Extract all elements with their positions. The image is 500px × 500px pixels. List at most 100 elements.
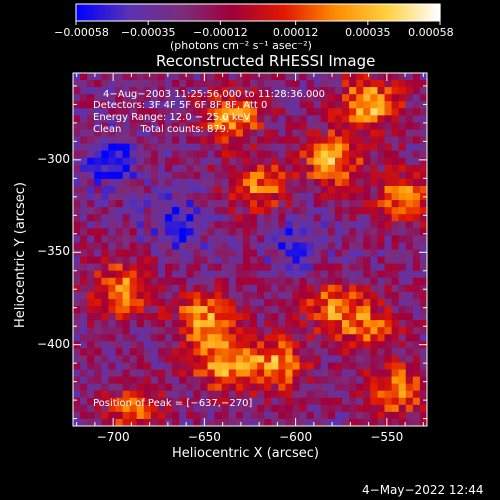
heatmap-cell <box>250 193 258 201</box>
heatmap-cell <box>242 193 251 201</box>
heatmap-cell <box>285 178 293 187</box>
heatmap-cell <box>250 313 258 321</box>
colorbar-segment <box>279 4 283 21</box>
heatmap-cell <box>122 193 131 201</box>
heatmap-cell <box>327 411 336 420</box>
heatmap-cell <box>264 242 272 250</box>
heatmap-cell <box>108 355 116 363</box>
heatmap-cell <box>193 207 201 215</box>
heatmap-cell <box>377 122 386 130</box>
heatmap-cell <box>242 270 251 279</box>
heatmap-cell <box>157 164 166 173</box>
heatmap-cell <box>313 80 322 88</box>
heatmap-cell <box>334 369 343 378</box>
heatmap-cell <box>172 115 180 123</box>
heatmap-cell <box>349 404 357 413</box>
colorbar-segment <box>324 4 329 21</box>
heatmap-cell <box>179 115 187 123</box>
colorbar-segment <box>397 4 402 21</box>
heatmap-cell <box>221 87 230 95</box>
heatmap-cell <box>172 291 180 300</box>
heatmap-cell <box>87 200 95 208</box>
heatmap-cell <box>292 115 301 123</box>
heatmap-cell <box>235 193 244 201</box>
heatmap-cell <box>122 171 131 180</box>
heatmap-cell <box>320 207 329 215</box>
heatmap-cell <box>207 129 216 138</box>
heatmap-cell <box>186 418 194 427</box>
heatmap-cell <box>108 164 116 173</box>
heatmap-cell <box>342 327 350 335</box>
heatmap-cell <box>327 157 336 166</box>
heatmap-cell <box>250 108 258 116</box>
heatmap-cell <box>306 171 315 180</box>
heatmap-cell <box>356 390 364 399</box>
heatmap-cell <box>94 341 102 349</box>
heatmap-cell <box>80 291 88 300</box>
heatmap-cell <box>108 221 116 229</box>
heatmap-cell <box>193 242 201 250</box>
heatmap-cell <box>101 94 109 102</box>
heatmap-cell <box>391 298 400 307</box>
heatmap-cell <box>221 397 230 406</box>
heatmap-cell <box>257 305 265 314</box>
heatmap-cell <box>73 376 81 385</box>
heatmap-cell <box>172 164 180 173</box>
heatmap-cell <box>356 404 364 413</box>
heatmap-cell <box>122 369 131 378</box>
heatmap-cell <box>419 129 428 138</box>
heatmap-cell <box>235 411 244 420</box>
heatmap-cell <box>214 193 223 201</box>
colorbar-segment <box>251 4 256 21</box>
heatmap-cell <box>143 185 152 194</box>
heatmap-cell <box>228 418 237 427</box>
heatmap-cell <box>73 263 81 272</box>
heatmap-cell <box>150 101 159 109</box>
heatmap-cell <box>214 171 223 180</box>
heatmap-cell <box>419 143 428 152</box>
heatmap-cell <box>285 73 293 81</box>
heatmap-cell <box>313 221 322 229</box>
heatmap-cell <box>356 122 364 130</box>
heatmap-cell <box>285 397 293 406</box>
heatmap-cell <box>200 355 209 363</box>
heatmap-cell <box>200 87 209 95</box>
heatmap-cell <box>412 249 421 258</box>
heatmap-cell <box>94 284 102 293</box>
heatmap-cell <box>73 298 81 307</box>
heatmap-cell <box>122 228 131 236</box>
heatmap-cell <box>250 171 258 180</box>
heatmap-cell <box>200 143 209 152</box>
heatmap-cell <box>101 291 109 300</box>
heatmap-cell <box>342 298 350 307</box>
heatmap-cell <box>278 313 286 321</box>
heatmap-cell <box>271 263 279 272</box>
heatmap-cell <box>384 355 393 363</box>
heatmap-cell <box>157 200 166 208</box>
heatmap-cell <box>115 305 124 314</box>
heatmap-cell <box>250 200 258 208</box>
heatmap-cell <box>207 200 216 208</box>
heatmap-cell <box>242 369 251 378</box>
colorbar-segment <box>285 4 289 21</box>
heatmap-cell <box>349 214 357 222</box>
heatmap-cell <box>384 390 393 399</box>
heatmap-cell <box>250 418 258 427</box>
heatmap-cell <box>115 376 124 385</box>
heatmap-cell <box>292 327 301 335</box>
heatmap-cell <box>165 348 173 356</box>
heatmap-cell <box>391 193 400 201</box>
heatmap-cell <box>136 94 145 102</box>
heatmap-cell <box>221 284 230 293</box>
heatmap-cell <box>271 355 279 363</box>
heatmap-cell <box>349 305 357 314</box>
heatmap-cell <box>306 101 315 109</box>
heatmap-cell <box>101 397 109 406</box>
heatmap-cell <box>405 291 414 300</box>
heatmap-cell <box>391 73 400 81</box>
heatmap-cell <box>391 150 400 159</box>
heatmap-cell <box>363 404 371 413</box>
heatmap-cell <box>264 362 272 371</box>
heatmap-cell <box>136 376 145 385</box>
heatmap-cell <box>264 115 272 123</box>
